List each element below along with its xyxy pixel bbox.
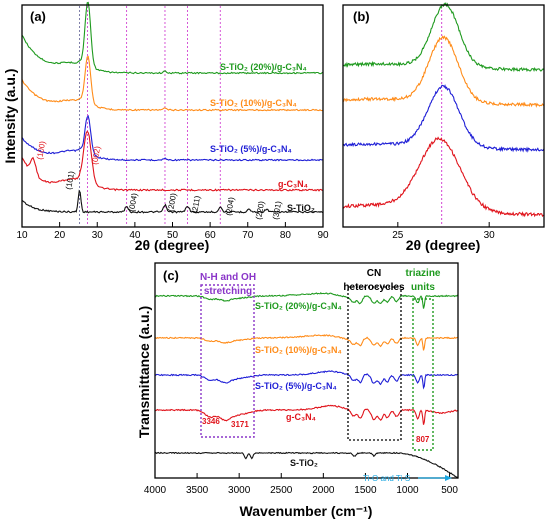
tio-label: Ti-O and Ti-S [363,474,410,483]
panel-c-series-line [154,291,459,309]
panel-a-series-line [21,130,324,192]
panel-c-label-s10: S-TiO₂ (10%)/g-C₃N₄ [255,345,342,355]
panel-c-tick-label: 500 [441,485,458,496]
panel-a-tick-label: 90 [317,230,329,241]
peak-label-101: (101) [64,170,76,190]
panel-c: 4000 3500 3000 2500 2000 1500 1000 500 (c) Wave… [136,262,459,519]
panel-a-series-line [21,114,324,162]
panel-c-label-s20: S-TiO₂ (20%)/g-C₃N₄ [255,301,342,311]
panel-c-frame [154,262,459,479]
panel-a-label-tio2: S-TiO₂ [287,203,315,213]
panel-a-xticks: 10 20 30 40 50 60 70 80 90 [16,222,329,241]
peak-label-200: (200) [166,192,178,212]
panel-a-tick-label: 10 [16,230,28,241]
band-label-807: 807 [416,435,430,444]
panel-a-series-line [21,189,324,214]
panel-c-tick-label: 2000 [312,485,335,496]
panel-c-label-s5: S-TiO₂ (5%)/g-C₃N₄ [255,381,337,391]
panel-a-reference-lines [79,6,221,226]
panel-b-tick-label: 30 [484,230,496,241]
panel-b: 25 30 (b) 2θ (degree) [342,1,545,253]
peak-label-002: (002) [90,145,102,165]
panel-a-ylabel: Intensity (a.u.) [2,69,18,164]
panel-a-tick-label: 60 [205,230,217,241]
panel-c-tick-label: 3000 [228,485,251,496]
panel-b-series-line [342,84,545,153]
triazine-title: triazine [405,268,440,279]
panel-a-tick-label: 20 [54,230,66,241]
panel-a-label-gcn: g-C₃N₄ [278,179,308,189]
panel-a-curves [21,1,324,214]
panel-a-tick-label: 30 [92,230,104,241]
panel-a-label-s10: S-TiO₂ (10%)/g-C₃N₄ [210,98,297,108]
triazine-box [412,298,434,451]
panel-b-curves [342,1,545,218]
peak-label-211: (211) [190,195,202,215]
panel-a: 10 20 30 40 50 60 70 80 90 (a) 2θ (degree) Inten… [2,1,329,253]
tio-arrowhead [445,475,452,481]
nh-oh-box [200,284,255,438]
band-label-3346: 3346 [202,417,220,426]
nh-oh-subtitle: stretching [204,286,252,297]
peak-label-004: (004) [127,192,139,212]
panel-b-series-line [342,136,545,218]
nh-oh-title: N-H and OH [200,272,256,283]
panel-b-xlabel: 2θ (degree) [406,237,480,253]
panel-a-tick-label: 70 [242,230,254,241]
panel-a-tick-label: 40 [129,230,141,241]
panel-b-series-line [342,1,545,73]
panel-a-xlabel: 2θ (degree) [135,237,209,253]
panel-c-series-line [154,370,459,390]
panel-a-tick-label: 50 [167,230,179,241]
triazine-subtitle: units [411,282,435,293]
panel-c-tick-label: 2500 [270,485,293,496]
peak-label-204: (204) [224,196,236,216]
peak-label-100: (100) [35,140,47,160]
panel-c-tick-label: 1000 [396,485,419,496]
panel-b-series-line [342,35,545,108]
panel-b-xticks: 25 30 [392,222,495,241]
panel-b-frame [342,4,545,228]
peak-label-220: (220) [254,200,266,220]
panel-c-tick-label: 4000 [144,485,167,496]
panel-b-tick-label: 25 [392,230,404,241]
panel-c-label-gcn: g-C₃N₄ [286,412,316,422]
band-label-3171: 3171 [231,420,249,429]
panel-a-label-s20: S-TiO₂ (20%)/g-C₃N₄ [220,62,307,72]
panel-c-xlabel: Wavenumber (cm⁻¹) [240,503,373,519]
cn-box [347,286,402,441]
panel-c-ylabel: Transmittance (a.u.) [136,306,152,438]
panel-a-label-s5: S-TiO₂ (5%)/g-C₃N₄ [210,144,292,154]
panel-c-series-line [154,451,459,479]
panel-b-label: (b) [353,9,370,24]
panel-c-series-line [155,404,459,425]
cn-subtitle: heterocycles [343,282,405,293]
panel-c-label-tio2: S-TiO₂ [290,458,318,468]
panel-c-series-line [154,334,459,351]
panel-a-label: (a) [30,9,46,24]
cn-title: CN [367,268,381,279]
panel-c-tick-label: 3500 [186,485,209,496]
panel-a-series-line [21,55,324,112]
panel-a-series-line [21,1,324,75]
panel-c-label: (c) [163,268,179,283]
panel-c-xticks: 4000 3500 3000 2500 2000 1500 1000 500 [144,473,458,496]
peak-label-301: (301) [271,200,283,220]
panel-c-tick-label: 1500 [354,485,377,496]
panel-c-curves [154,291,459,479]
panel-a-tick-label: 80 [280,230,292,241]
